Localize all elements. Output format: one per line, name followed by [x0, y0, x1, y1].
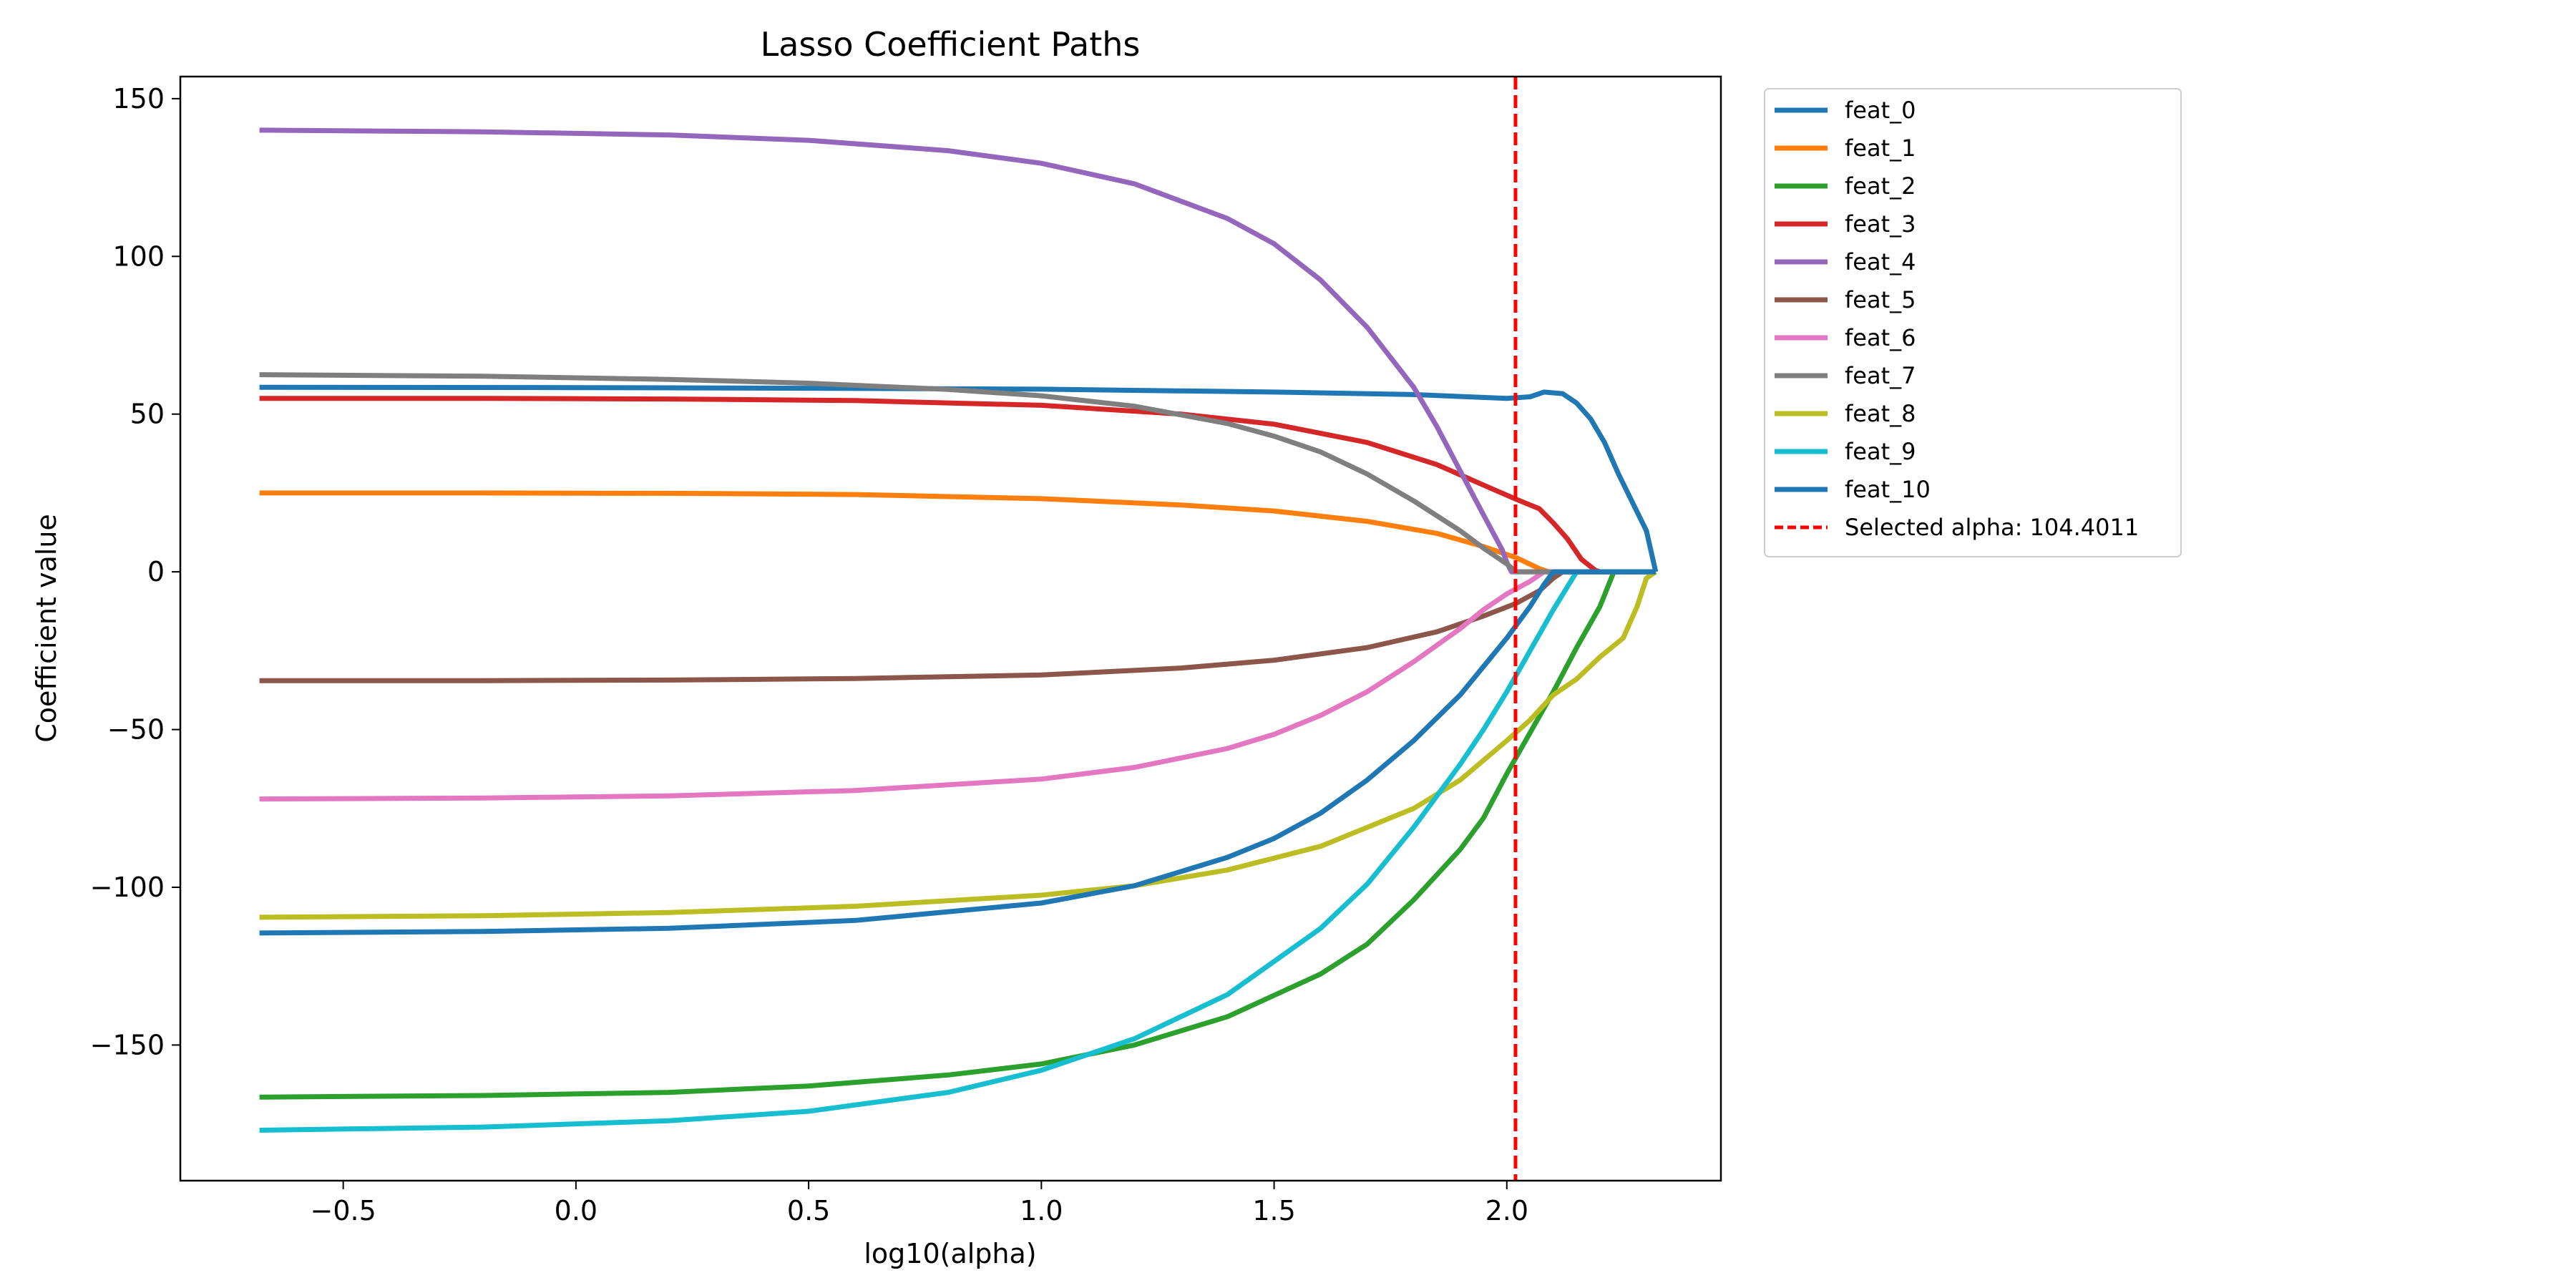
y-tick-label: 0 [147, 556, 165, 587]
legend-label: feat_10 [1845, 476, 1931, 503]
x-tick-label: 1.5 [1252, 1195, 1295, 1226]
legend-box [1764, 88, 2182, 557]
x-tick-label: 1.0 [1020, 1195, 1063, 1226]
x-tick-label: 2.0 [1485, 1195, 1528, 1226]
y-tick-label: −50 [107, 714, 165, 746]
legend-label: feat_4 [1845, 248, 1916, 275]
series-line-feat_2 [259, 569, 1656, 1100]
legend-label: feat_7 [1845, 362, 1916, 389]
series-line-feat_5 [259, 569, 1656, 683]
legend-label: feat_6 [1845, 324, 1916, 351]
series-line-feat_1 [259, 490, 1656, 575]
legend-label: feat_3 [1845, 210, 1916, 238]
plot-area [180, 77, 1721, 1181]
legend-label: feat_8 [1845, 400, 1916, 427]
legend-label: feat_0 [1845, 97, 1916, 124]
y-axis-label: Coefficient value [31, 514, 62, 743]
x-axis-label: log10(alpha) [864, 1238, 1036, 1269]
series-line-feat_7 [259, 372, 1656, 575]
plot-frame [179, 75, 1722, 1182]
series-line-feat_10 [259, 569, 1656, 936]
legend-label: Selected alpha: 104.4011 [1845, 514, 2139, 541]
legend-label: feat_9 [1845, 438, 1916, 465]
y-tick-label: 150 [112, 83, 165, 114]
legend-label: feat_1 [1845, 135, 1916, 162]
series-line-feat_9 [259, 569, 1656, 1133]
legend-label: feat_5 [1845, 286, 1916, 313]
chart-title: Lasso Coefficient Paths [761, 25, 1141, 64]
x-tick-label: −0.5 [311, 1195, 376, 1226]
series-line-feat_8 [259, 570, 1657, 920]
series-line-feat_4 [259, 127, 1656, 575]
y-tick-label: −100 [90, 872, 165, 903]
legend-label: feat_2 [1845, 172, 1916, 200]
y-tick-label: −150 [90, 1029, 165, 1060]
y-tick-label: 50 [130, 399, 165, 430]
y-tick-label: 100 [112, 240, 165, 272]
x-tick-label: 0.5 [787, 1195, 830, 1226]
x-tick-label: 0.0 [555, 1195, 597, 1226]
series-layer [259, 127, 1659, 1133]
y-axis-ticks: −150 −100 −50 0 50 100 150 [90, 83, 180, 1060]
x-axis-ticks: −0.5 0.0 0.5 1.0 1.5 2.0 [311, 1181, 1528, 1226]
legend: feat_0 feat_1 feat_2 feat_3 feat_4 feat_5feat… [1764, 88, 2182, 557]
